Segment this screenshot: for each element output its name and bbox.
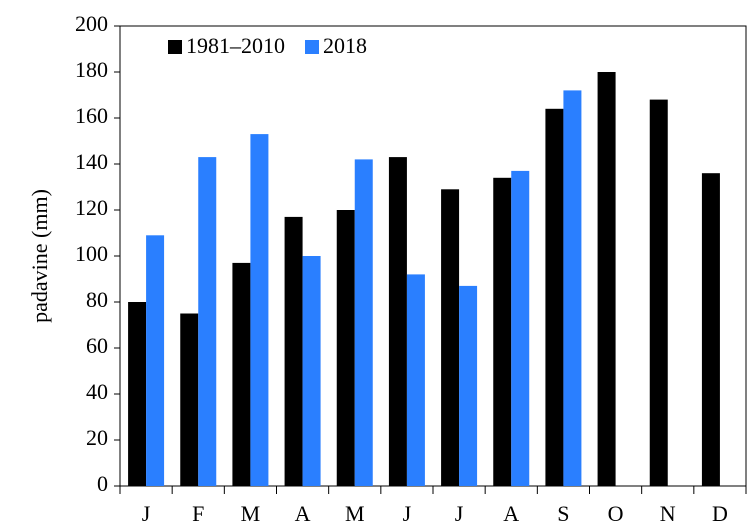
bar — [441, 189, 460, 487]
x-tick-label: D — [712, 501, 728, 526]
bar — [128, 302, 147, 486]
bar — [563, 90, 582, 487]
bar — [406, 274, 425, 486]
bar — [302, 256, 321, 486]
x-tick-label: J — [403, 501, 412, 526]
y-tick-label: 200 — [75, 11, 108, 36]
y-tick-label: 60 — [86, 333, 108, 358]
y-tick-label: 40 — [86, 379, 108, 404]
y-tick-label: 80 — [86, 287, 108, 312]
bar — [336, 210, 355, 486]
x-tick-label: A — [295, 501, 311, 526]
bar — [701, 173, 720, 486]
y-tick-label: 180 — [75, 57, 108, 82]
x-tick-label: F — [192, 501, 204, 526]
bar — [354, 159, 373, 486]
legend-label: 2018 — [323, 33, 367, 58]
bar — [388, 157, 407, 486]
x-tick-label: M — [241, 501, 261, 526]
y-tick-label: 0 — [97, 471, 108, 496]
bar — [198, 157, 217, 486]
y-tick-label: 160 — [75, 103, 108, 128]
bar — [146, 235, 165, 486]
legend-swatch — [168, 40, 182, 54]
y-axis-label: padavine (mm) — [27, 189, 52, 323]
x-tick-label: A — [503, 501, 519, 526]
bar — [597, 72, 616, 486]
bar — [545, 108, 564, 487]
bar — [493, 177, 512, 487]
bar — [284, 216, 303, 486]
bar — [459, 285, 478, 486]
x-tick-label: J — [142, 501, 151, 526]
x-tick-label: M — [345, 501, 365, 526]
bar — [250, 134, 269, 486]
y-tick-label: 140 — [75, 149, 108, 174]
y-tick-label: 100 — [75, 241, 108, 266]
legend-swatch — [305, 40, 319, 54]
x-tick-label: S — [557, 501, 569, 526]
y-tick-label: 120 — [75, 195, 108, 220]
bar — [180, 313, 199, 486]
x-tick-label: J — [455, 501, 464, 526]
legend-label: 1981–2010 — [186, 33, 285, 58]
x-tick-label: N — [660, 501, 676, 526]
bar — [232, 262, 251, 486]
x-tick-label: O — [608, 501, 624, 526]
y-tick-label: 20 — [86, 425, 108, 450]
bar — [511, 170, 530, 486]
bar — [649, 99, 668, 486]
